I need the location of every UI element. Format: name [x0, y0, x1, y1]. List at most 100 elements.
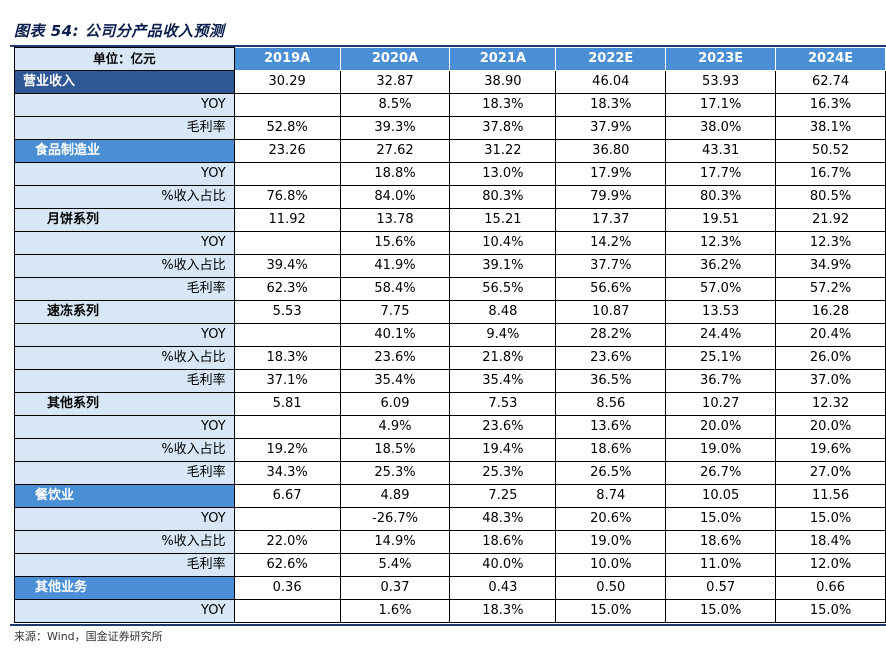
table-cell: 80.5% — [775, 185, 886, 209]
table-row: 毛利率 52.8% 39.3% 37.8% 37.9% 38.0% 38.1% — [14, 116, 886, 140]
table-cell: 19.0% — [555, 530, 667, 554]
table-cell: 8.74 — [555, 484, 667, 508]
metric-label: 毛利率 — [14, 553, 235, 577]
metric-label: YOY — [14, 415, 235, 439]
table-cell: 38.1% — [775, 116, 886, 140]
table-cell: 15.6% — [339, 231, 451, 255]
table-cell: 8.5% — [339, 93, 451, 117]
table-cell: 17.9% — [555, 162, 667, 186]
table-cell: 43.31 — [665, 139, 777, 163]
table-cell: 20.6% — [555, 507, 667, 531]
metric-label: 毛利率 — [14, 461, 235, 485]
table-cell: 12.32 — [775, 392, 886, 416]
table-cell: 1.6% — [339, 599, 451, 623]
table-cell: 37.0% — [775, 369, 886, 393]
table-cell: 39.1% — [449, 254, 557, 278]
table-row: 毛利率 62.3% 58.4% 56.5% 56.6% 57.0% 57.2% — [14, 277, 886, 301]
table-cell: 46.04 — [555, 70, 667, 94]
table-cell: 27.0% — [775, 461, 886, 485]
table-cell: 53.93 — [665, 70, 777, 94]
table-cell: 18.5% — [339, 438, 451, 462]
table-cell: 19.51 — [665, 208, 777, 232]
table-cell: 0.50 — [555, 576, 667, 600]
table-cell: 62.6% — [233, 553, 341, 577]
metric-label: %收入占比 — [14, 530, 235, 554]
table-row: YOY 15.6% 10.4% 14.2% 12.3% 12.3% — [14, 231, 886, 255]
table-cell: 52.8% — [233, 116, 341, 140]
table-row: 速冻系列 5.53 7.75 8.48 10.87 13.53 16.28 — [14, 300, 886, 324]
table-cell: 27.62 — [339, 139, 451, 163]
table-cell: 26.0% — [775, 346, 886, 370]
table-cell: 19.0% — [665, 438, 777, 462]
revenue-forecast-table: 单位：亿元 2019A 2020A 2021A 2022E 2023E 2024… — [14, 47, 886, 623]
table-cell: 23.6% — [555, 346, 667, 370]
table-cell: 15.0% — [775, 599, 886, 623]
table-cell: 22.0% — [233, 530, 341, 554]
table-cell: 18.4% — [775, 530, 886, 554]
metric-label: YOY — [14, 599, 235, 623]
table-cell: 7.53 — [449, 392, 557, 416]
metric-label: %收入占比 — [14, 254, 235, 278]
table-row: YOY 8.5% 18.3% 18.3% 17.1% 16.3% — [14, 93, 886, 117]
table-cell: 5.81 — [233, 392, 341, 416]
table-row: YOY 1.6% 18.3% 15.0% 15.0% 15.0% — [14, 599, 886, 623]
year-header: 2019A — [233, 47, 341, 71]
table-cell: 19.2% — [233, 438, 341, 462]
table-cell: 23.6% — [449, 415, 557, 439]
table-cell: 6.09 — [339, 392, 451, 416]
table-cell: 18.3% — [449, 599, 557, 623]
table-cell: 4.89 — [339, 484, 451, 508]
table-cell: 37.9% — [555, 116, 667, 140]
table-cell: 15.0% — [555, 599, 667, 623]
table-cell: 57.0% — [665, 277, 777, 301]
table-cell: 8.48 — [449, 300, 557, 324]
table-cell: 18.6% — [665, 530, 777, 554]
table-cell: 16.28 — [775, 300, 886, 324]
table-cell: 14.9% — [339, 530, 451, 554]
table-cell: 21.92 — [775, 208, 886, 232]
table-cell: 11.92 — [233, 208, 341, 232]
table-cell: 41.9% — [339, 254, 451, 278]
table-cell: 12.3% — [775, 231, 886, 255]
year-header: 2020A — [339, 47, 451, 71]
table-cell: 0.66 — [775, 576, 886, 600]
table-cell: 16.7% — [775, 162, 886, 186]
table-cell: 14.2% — [555, 231, 667, 255]
table-cell — [233, 93, 341, 117]
table-cell: 10.0% — [555, 553, 667, 577]
metric-label: YOY — [14, 231, 235, 255]
table-cell — [233, 231, 341, 255]
table-row: %收入占比 18.3% 23.6% 21.8% 23.6% 25.1% 26.0% — [14, 346, 886, 370]
table-cell: 40.1% — [339, 323, 451, 347]
table-cell: 0.43 — [449, 576, 557, 600]
table-cell: 0.57 — [665, 576, 777, 600]
footer-divider — [10, 624, 886, 626]
segment-label: 速冻系列 — [14, 300, 235, 324]
segment-label: 其他业务 — [14, 576, 235, 600]
table-cell: 79.9% — [555, 185, 667, 209]
table-cell: 50.52 — [775, 139, 886, 163]
table-cell — [233, 162, 341, 186]
table-cell: 40.0% — [449, 553, 557, 577]
table-row: %收入占比 39.4% 41.9% 39.1% 37.7% 36.2% 34.9% — [14, 254, 886, 278]
table-cell: 20.4% — [775, 323, 886, 347]
metric-label: %收入占比 — [14, 346, 235, 370]
table-cell: 12.0% — [775, 553, 886, 577]
segment-label: 月饼系列 — [14, 208, 235, 232]
table-cell: 23.26 — [233, 139, 341, 163]
table-cell: 18.3% — [555, 93, 667, 117]
segment-label: 食品制造业 — [14, 139, 235, 163]
table-cell: 84.0% — [339, 185, 451, 209]
table-cell: 17.1% — [665, 93, 777, 117]
table-cell: 13.0% — [449, 162, 557, 186]
table-cell: 18.3% — [449, 93, 557, 117]
table-cell: 13.53 — [665, 300, 777, 324]
metric-label: %收入占比 — [14, 185, 235, 209]
table-row: %收入占比 22.0% 14.9% 18.6% 19.0% 18.6% 18.4% — [14, 530, 886, 554]
table-cell: 5.4% — [339, 553, 451, 577]
unit-label: 单位：亿元 — [14, 47, 235, 71]
table-cell: 8.56 — [555, 392, 667, 416]
table-cell: 5.53 — [233, 300, 341, 324]
table-cell: 37.8% — [449, 116, 557, 140]
table-cell — [233, 323, 341, 347]
